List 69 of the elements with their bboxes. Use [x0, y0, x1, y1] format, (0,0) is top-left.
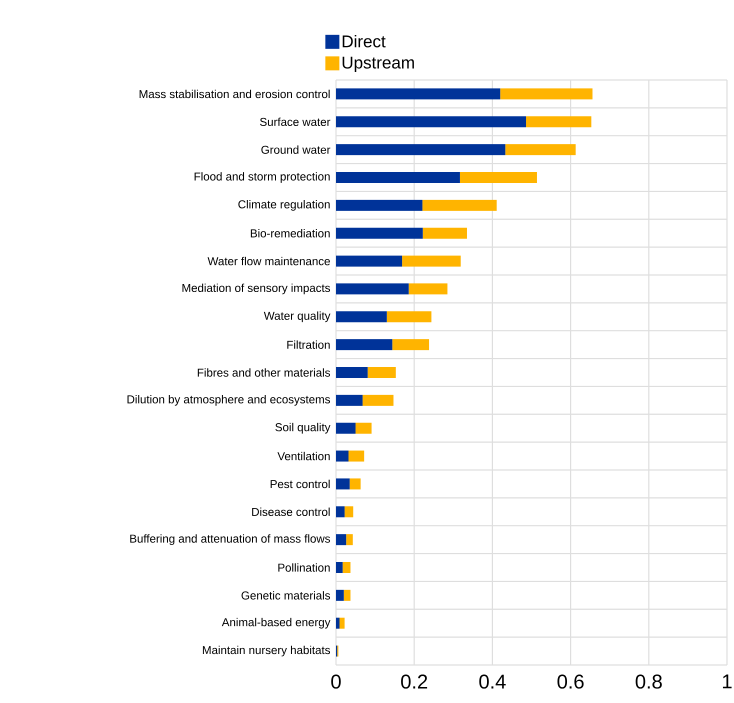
bar [336, 339, 392, 350]
x-tick-label: 0.4 [479, 674, 506, 689]
y-tick-label: Dilution by atmosphere and ecosystems [128, 394, 330, 406]
bar [422, 200, 497, 211]
bar [386, 311, 432, 322]
y-tick-label: Filtration [287, 340, 330, 349]
bar [336, 534, 346, 546]
bar [422, 228, 467, 239]
y-tick-label: Genetic materials [242, 591, 330, 600]
y-tick-label: Bio-remediation [250, 228, 330, 238]
bar [346, 534, 353, 546]
bar [336, 200, 422, 211]
bar [336, 144, 506, 156]
bar [336, 228, 423, 239]
bar [336, 562, 343, 573]
bar [344, 590, 350, 601]
y-tick-label: Soil quality [275, 422, 330, 434]
y-tick-label: Ventilation [277, 452, 330, 460]
bar [336, 590, 344, 601]
bar [500, 88, 592, 100]
x-tick-label: 0.2 [401, 674, 428, 689]
bar [336, 256, 402, 267]
y-tick-label: Mediation of sensory impacts [182, 284, 330, 294]
y-tick-label: Mass stabilisation and erosion control [140, 90, 330, 98]
bar [336, 283, 409, 294]
y-tick-label: Climate regulation [238, 200, 330, 211]
bar [505, 144, 576, 156]
bar [336, 394, 363, 406]
bar [526, 116, 592, 128]
bar [336, 88, 500, 100]
bar [362, 394, 394, 406]
y-tick-label: Water quality [264, 311, 330, 322]
y-tick-label: Pollination [278, 563, 330, 572]
bar [350, 478, 361, 490]
x-tick-label: 0.6 [557, 674, 584, 689]
y-tick-label: Animal-based energy [222, 618, 330, 629]
bar [336, 450, 349, 462]
bar [336, 506, 345, 518]
y-tick-label: Pest control [270, 480, 330, 488]
bar [336, 478, 350, 490]
bar [402, 256, 461, 267]
bar [356, 422, 372, 434]
bar [336, 116, 526, 128]
bar [336, 366, 368, 378]
bar [368, 366, 396, 378]
bar [392, 339, 430, 350]
bar [336, 172, 460, 183]
y-tick-label: Ground water [261, 145, 330, 154]
bar [460, 172, 537, 183]
y-tick-label: Water flow maintenance [208, 256, 330, 266]
y-tick-label: Buffering and attenuation of mass flows [130, 534, 330, 545]
x-tick-label: 1 [722, 674, 732, 688]
y-tick-label: Flood and storm protection [194, 172, 330, 183]
y-tick-label: Maintain nursery habitats [202, 646, 330, 656]
x-tick-label: 0.8 [636, 674, 662, 689]
bar [336, 422, 356, 434]
bar [342, 562, 350, 573]
x-tick-label: 0 [331, 674, 341, 689]
bar [408, 283, 448, 294]
bar [344, 506, 354, 518]
y-tick-label: Disease control [252, 508, 330, 516]
legend-label: Direct [342, 34, 386, 48]
bar [336, 618, 340, 629]
y-tick-label: Surface water [260, 118, 330, 126]
y-tick-label: Fibres and other materials [198, 368, 330, 377]
bar [336, 311, 387, 322]
bar [348, 450, 364, 462]
bar [340, 618, 345, 629]
legend-label: Upstream [342, 56, 414, 72]
